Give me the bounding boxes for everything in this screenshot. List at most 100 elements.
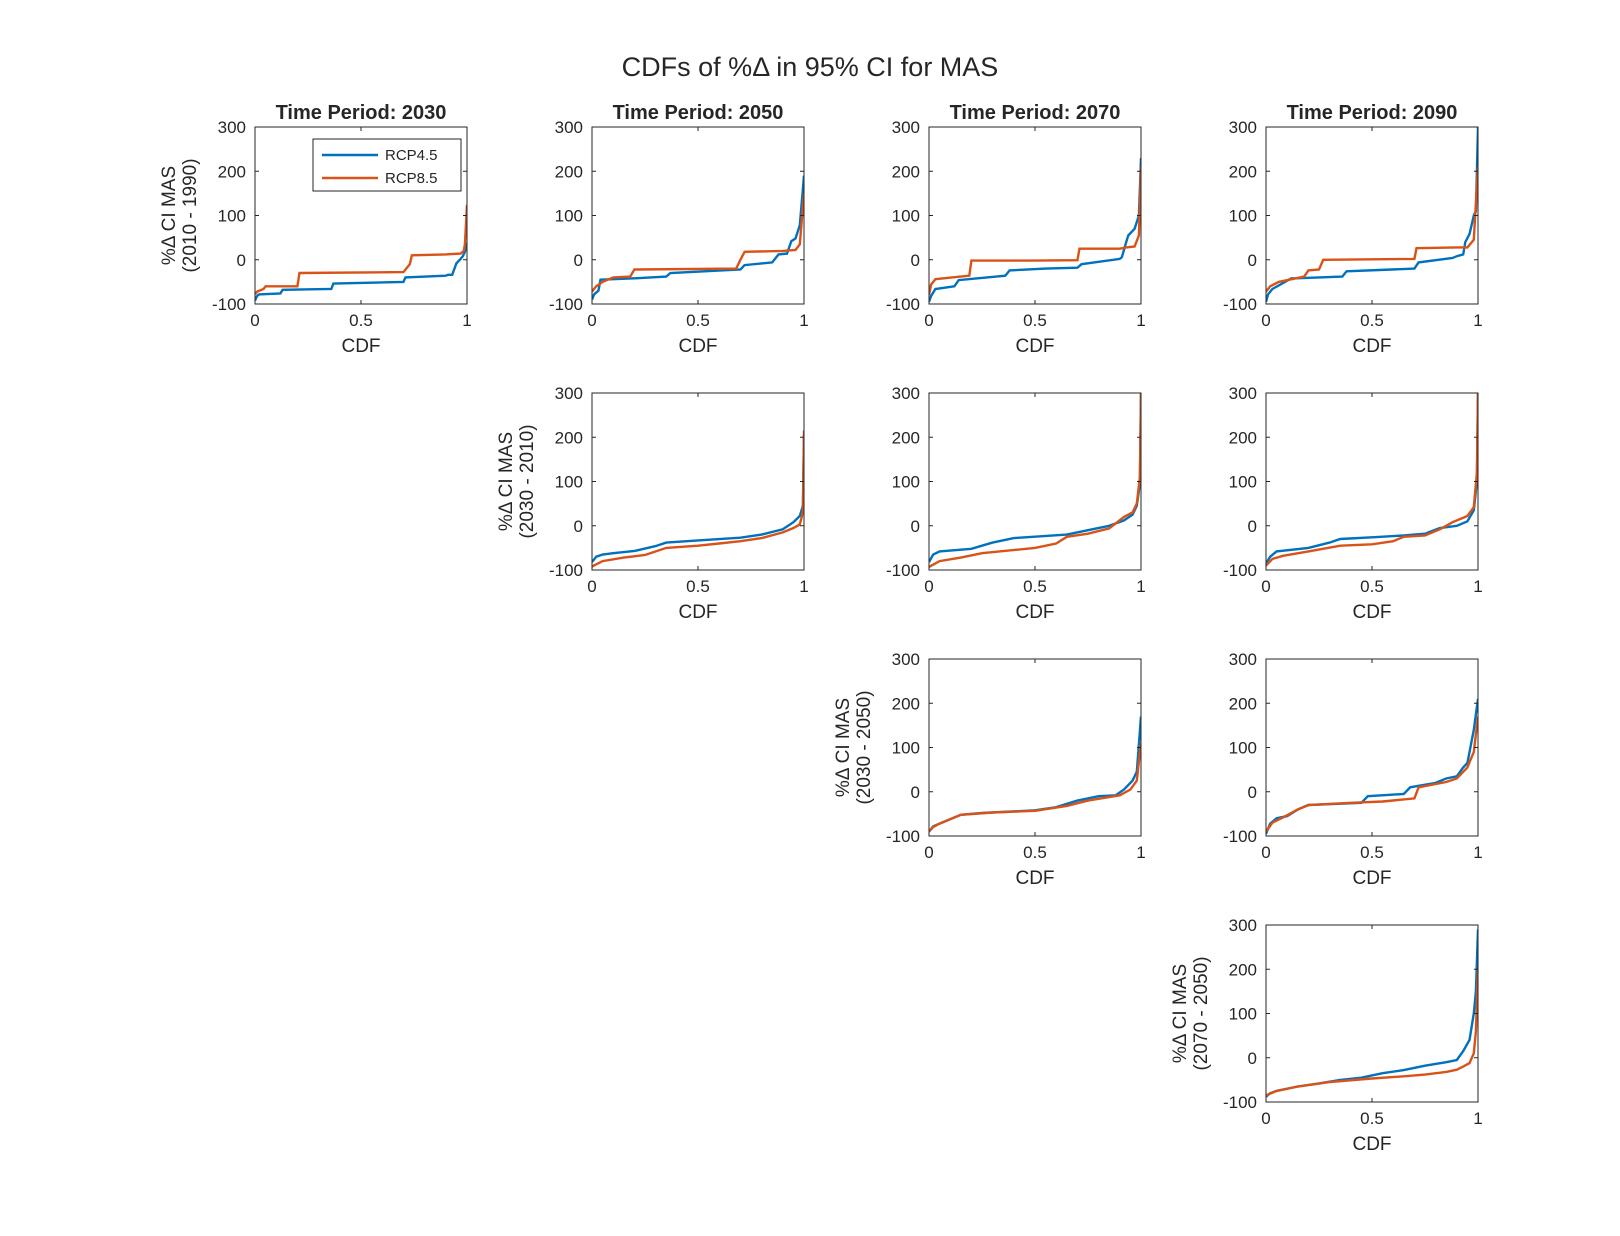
y-axis-label: (2010 - 1990): [180, 158, 201, 272]
x-tick-label: 0: [1261, 1109, 1270, 1128]
x-tick-label: 0.5: [1023, 843, 1047, 862]
x-tick-label: 1: [1136, 843, 1145, 862]
series-line-rcp8-5: [929, 742, 1141, 833]
legend-label: RCP4.5: [385, 147, 438, 164]
series-line-rcp4-5: [929, 393, 1141, 563]
y-axis-label: (2030 - 2010): [517, 424, 538, 538]
y-tick-label: 300: [1229, 118, 1257, 137]
series-line-rcp8-5: [592, 430, 804, 568]
series-line-rcp8-5: [255, 204, 467, 296]
y-tick-label: 200: [1229, 960, 1257, 979]
x-axis-label: CDF: [1352, 336, 1391, 357]
y-tick-label: 200: [892, 162, 920, 181]
y-tick-label: 0: [1248, 783, 1257, 802]
series-line-rcp4-5: [1266, 127, 1478, 303]
panel-title: Time Period: 2090: [1287, 102, 1458, 124]
y-tick-label: 0: [574, 517, 583, 536]
y-tick-label: 0: [1248, 517, 1257, 536]
y-tick-label: 100: [1229, 739, 1257, 758]
x-tick-label: 0: [587, 577, 596, 596]
panel-title: Time Period: 2030: [276, 102, 447, 124]
y-tick-label: 300: [892, 384, 920, 403]
series-line-rcp4-5: [929, 157, 1141, 303]
x-axis-label: CDF: [341, 336, 380, 357]
x-tick-label: 0: [1261, 843, 1270, 862]
y-tick-label: 300: [892, 650, 920, 669]
x-axis-label: CDF: [678, 336, 717, 357]
y-tick-label: 100: [555, 207, 583, 226]
y-tick-label: 100: [1229, 1005, 1257, 1024]
legend: RCP4.5 RCP8.5: [312, 138, 462, 192]
y-tick-label: -100: [886, 561, 920, 580]
x-tick-label: 1: [1136, 577, 1145, 596]
x-axis-label: CDF: [1352, 868, 1391, 889]
y-tick-label: 0: [574, 251, 583, 270]
x-tick-label: 0.5: [1360, 311, 1384, 330]
y-tick-label: 200: [555, 428, 583, 447]
y-tick-label: -100: [1223, 561, 1257, 580]
y-tick-label: 300: [892, 118, 920, 137]
y-tick-label: 200: [218, 162, 246, 181]
legend-label: RCP8.5: [385, 170, 438, 187]
y-axis-label: (2030 - 2050): [854, 690, 875, 804]
y-tick-label: 100: [892, 739, 920, 758]
y-tick-label: 0: [911, 517, 920, 536]
x-axis-label: CDF: [1015, 336, 1054, 357]
series-line-rcp8-5: [1266, 716, 1478, 833]
panel-title: Time Period: 2070: [950, 102, 1121, 124]
x-tick-label: 0.5: [1360, 843, 1384, 862]
x-axis-label: CDF: [1015, 602, 1054, 623]
x-tick-label: 1: [462, 311, 471, 330]
y-tick-label: 200: [555, 162, 583, 181]
legend-box: [312, 138, 462, 192]
y-axis-label: %Δ CI MAS: [496, 432, 517, 531]
series-line-rcp4-5: [255, 242, 467, 302]
series-line-rcp4-5: [1266, 698, 1478, 835]
x-tick-label: 0.5: [1023, 577, 1047, 596]
x-tick-label: 1: [1473, 1109, 1482, 1128]
series-line-rcp8-5: [929, 166, 1141, 296]
y-tick-label: 300: [1229, 916, 1257, 935]
series-line-rcp4-5: [592, 175, 804, 301]
y-tick-label: 200: [892, 428, 920, 447]
x-tick-label: 1: [799, 577, 808, 596]
y-tick-label: -100: [1223, 295, 1257, 314]
y-tick-label: -100: [549, 561, 583, 580]
x-tick-label: 0: [1261, 311, 1270, 330]
y-tick-label: 300: [1229, 650, 1257, 669]
x-tick-label: 0: [924, 311, 933, 330]
y-tick-label: 100: [555, 473, 583, 492]
y-tick-label: 100: [1229, 207, 1257, 226]
x-tick-label: 0: [924, 843, 933, 862]
x-tick-label: 0.5: [349, 311, 373, 330]
y-tick-label: -100: [549, 295, 583, 314]
y-tick-label: 300: [1229, 384, 1257, 403]
x-axis-label: CDF: [1015, 868, 1054, 889]
y-tick-label: 200: [1229, 428, 1257, 447]
y-tick-label: -100: [1223, 827, 1257, 846]
y-tick-label: 300: [555, 118, 583, 137]
y-tick-label: 300: [555, 384, 583, 403]
y-tick-label: 200: [1229, 694, 1257, 713]
series-line-rcp8-5: [592, 193, 804, 293]
x-tick-label: 0: [1261, 577, 1270, 596]
series-line-rcp4-5: [592, 434, 804, 563]
series-line-rcp8-5: [929, 393, 1141, 568]
y-axis-label: %Δ CI MAS: [159, 166, 180, 265]
x-tick-label: 0.5: [1023, 311, 1047, 330]
y-axis-label: (2070 - 2050): [1191, 956, 1212, 1070]
series-line-rcp8-5: [1266, 393, 1478, 567]
x-tick-label: 0: [250, 311, 259, 330]
series-line-rcp8-5: [1266, 969, 1478, 1097]
x-tick-label: 1: [1473, 311, 1482, 330]
axes-box: [928, 392, 1142, 571]
y-tick-label: 300: [218, 118, 246, 137]
